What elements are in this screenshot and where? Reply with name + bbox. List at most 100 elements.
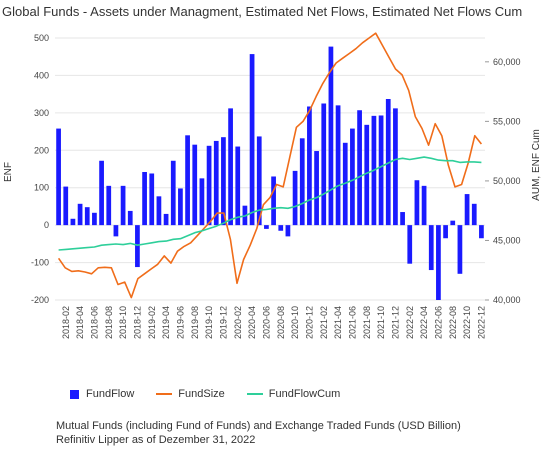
right-tick-3: 55,000: [493, 116, 521, 126]
fundflow-bar: [378, 115, 384, 226]
fundflow-bar: [321, 103, 327, 226]
fundflow-bar: [113, 225, 119, 237]
fundflow-bar: [385, 99, 391, 226]
x-tick-4: 2018-10: [118, 306, 128, 339]
fundflow-bar: [120, 185, 126, 226]
legend-label-fundsize: FundSize: [178, 388, 225, 400]
x-tick-22: 2021-10: [376, 306, 386, 339]
fundflow-bar: [142, 171, 147, 226]
x-tick-9: 2019-08: [190, 306, 200, 339]
fundflow-bar: [292, 170, 298, 226]
fundflow-bar: [199, 178, 205, 226]
caption: Mutual Funds (including Fund of Funds) a…: [56, 419, 461, 447]
gridlines: [55, 37, 485, 301]
left-tick-2: 0: [44, 220, 49, 230]
fundflow-bars: [56, 46, 484, 300]
chart-title: Global Funds - Assets under Managment, E…: [2, 4, 523, 19]
fundflow-bar: [249, 54, 255, 226]
x-tick-19: 2021-04: [333, 306, 343, 339]
fundflow-bar: [271, 176, 276, 226]
fundflow-bar: [178, 188, 183, 226]
fundflow-bar: [414, 180, 420, 226]
x-tick-6: 2019-02: [147, 306, 157, 339]
legend-label-fundflowcum: FundFlowCum: [268, 388, 341, 400]
fundflow-bar: [357, 110, 362, 226]
x-tick-27: 2022-08: [448, 306, 458, 339]
fundflow-bar: [135, 225, 140, 268]
legend-item-fundsize[interactable]: FundSize: [156, 388, 225, 400]
x-tick-10: 2019-10: [204, 306, 214, 339]
fundflow-bar: [335, 105, 341, 226]
fundflow-bar: [299, 138, 305, 226]
fundflow-bar: [428, 225, 434, 271]
x-tick-1: 2018-04: [75, 306, 85, 339]
fundflow-bar: [421, 185, 427, 226]
right-tick-2: 50,000: [493, 176, 521, 186]
fundflow-bar: [350, 128, 355, 226]
fundflow-bar: [235, 146, 241, 226]
x-tick-25: 2022-04: [419, 306, 429, 339]
fundflow-bar: [185, 135, 190, 226]
fundflow-bar: [285, 225, 291, 237]
fundflow-bar: [464, 194, 470, 226]
fundsize-line: [57, 32, 483, 299]
legend-swatch-fundflow: [70, 389, 79, 399]
right-axis-ticks: 40,000 45,000 50,000 55,000 60,000: [485, 57, 521, 305]
fundflow-bar: [84, 207, 90, 226]
fundflow-bar: [106, 185, 112, 226]
fundflow-bar: [264, 225, 269, 229]
y-axis-label-left: ENF: [3, 162, 14, 182]
fundflow-bar: [192, 144, 198, 226]
left-tick-3: 100: [34, 183, 49, 193]
left-tick-6: 400: [34, 70, 49, 80]
x-tick-13: 2020-04: [247, 306, 257, 339]
x-tick-28: 2022-10: [462, 306, 472, 339]
fundflow-bar: [170, 160, 176, 226]
fundflow-bar: [314, 151, 319, 226]
fundflow-bar: [77, 203, 83, 226]
x-tick-5: 2018-12: [132, 306, 142, 339]
x-tick-7: 2019-04: [161, 306, 171, 339]
x-tick-26: 2022-06: [433, 306, 443, 339]
fundflow-bar: [307, 106, 312, 226]
x-tick-24: 2022-02: [405, 306, 415, 339]
fundflow-bar: [450, 220, 456, 226]
fundflow-bar: [99, 160, 104, 226]
left-tick-7: 500: [34, 33, 49, 43]
fundflow-bar: [127, 210, 133, 226]
caption-line-2: Refinitiv Lipper as of Dezember 31, 2022: [56, 434, 256, 446]
right-tick-1: 45,000: [493, 235, 521, 245]
legend-item-fundflowcum[interactable]: FundFlowCum: [246, 388, 341, 400]
left-axis-ticks: -200 -100 0 100 200 300 400 500: [31, 33, 49, 305]
legend-label-fundflow: FundFlow: [86, 388, 135, 400]
x-tick-12: 2020-02: [233, 306, 243, 339]
fundflow-bar: [278, 225, 284, 231]
fundflow-bar: [256, 136, 262, 226]
fundflow-bar: [206, 145, 212, 226]
fundflow-bar: [479, 225, 484, 239]
fundflow-bar: [163, 213, 169, 226]
fundflow-bar: [457, 225, 463, 274]
legend-swatch-fundflowcum: [246, 393, 263, 395]
left-tick-4: 200: [34, 145, 49, 155]
fundflow-bar: [400, 212, 405, 226]
x-tick-11: 2019-12: [218, 306, 228, 339]
x-tick-15: 2020-08: [276, 306, 286, 339]
x-tick-20: 2021-06: [347, 306, 357, 339]
fundflow-bar: [364, 124, 370, 226]
fundflow-bar: [63, 186, 69, 226]
legend-swatch-fundsize: [156, 393, 173, 395]
fundflowcum-line: [58, 156, 482, 251]
y-axis-label-right: AUM, ENF Cum: [531, 129, 542, 201]
right-tick-0: 40,000: [493, 295, 521, 305]
right-tick-4: 60,000: [493, 57, 521, 67]
x-tick-29: 2022-12: [476, 306, 486, 339]
legend: FundFlow FundSize FundFlowCum: [70, 388, 362, 400]
left-tick-0: -200: [31, 295, 49, 305]
fundflow-bar: [393, 108, 398, 226]
fundflow-bar: [213, 140, 219, 226]
x-tick-16: 2020-10: [290, 306, 300, 339]
x-axis-ticks: 2018-02 2018-04 2018-06 2018-08 2018-10 2018-…: [61, 306, 487, 339]
x-tick-8: 2019-06: [175, 306, 185, 339]
legend-item-fundflow[interactable]: FundFlow: [70, 388, 134, 400]
